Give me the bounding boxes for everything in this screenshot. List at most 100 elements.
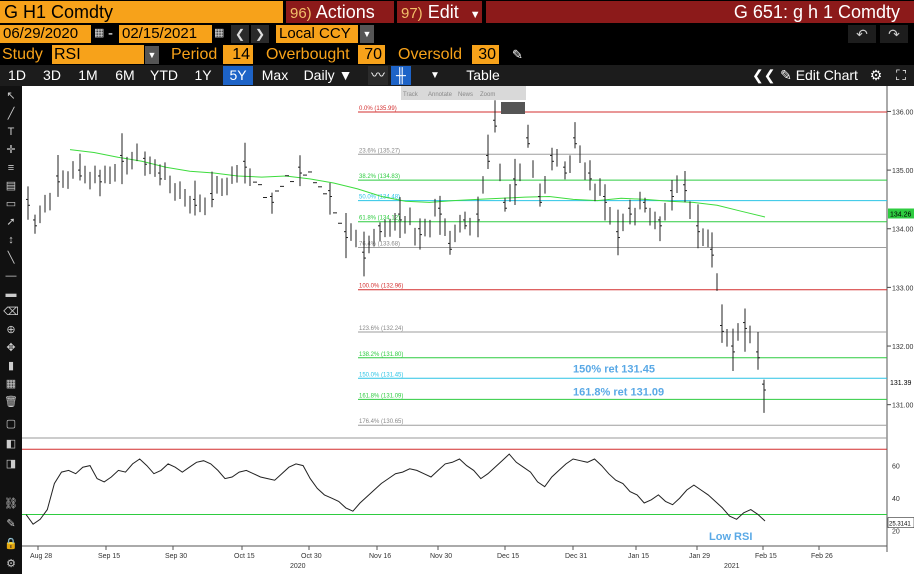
link-icon[interactable]: ⛓ — [4, 498, 18, 510]
price-axis-label: 134.00 — [892, 227, 914, 234]
delete-icon[interactable]: 🗑 — [4, 396, 18, 408]
timeframe-max[interactable]: Max — [261, 67, 289, 83]
rsi-axis-label: 20 — [892, 529, 900, 536]
chart-settings-icon[interactable]: ⚙ — [869, 67, 883, 83]
eraser-icon[interactable]: ⌫ — [3, 306, 19, 318]
year-label: 2021 — [724, 563, 740, 570]
x-axis-label: Nov 16 — [369, 553, 391, 560]
fib-level-label: 176.4% (130.65) — [359, 419, 403, 425]
line-tool-icon[interactable]: ╱ — [7, 108, 15, 120]
chart-area[interactable]: ↖ ╱ T ✛ ≡ ▤ ▭ ➚ ↕ ╲ — ▬ ⌫ ⊕ ✥ ▮ ▦ 🗑 ▢ ◧ ◨ ⛓ ✎ 🔒 ⚙ 136.00 135.00 13… — [0, 86, 914, 574]
timeframe-ytd[interactable]: YTD — [150, 67, 178, 83]
edit-dropdown-icon: ▼ — [469, 9, 481, 21]
currency-select[interactable]: Local CCY — [276, 25, 358, 43]
lock-icon[interactable]: 🔒 — [4, 538, 18, 550]
zoom-icon[interactable]: ⊕ — [6, 324, 16, 336]
layer-icon[interactable]: ◨ — [5, 458, 17, 470]
price-chart[interactable]: 136.00 135.00 134.00 133.00 132.00 131.00 0.0%… — [0, 86, 914, 574]
drawing-toolbar: ↖ ╱ T ✛ ≡ ▤ ▭ ➚ ↕ ╲ — ▬ ⌫ ⊕ ✥ ▮ ▦ 🗑 ▢ ◧ ◨ ⛓ ✎ 🔒 ⚙ — [0, 86, 22, 574]
chevron-down-icon[interactable]: ▼ — [360, 25, 374, 43]
timeframe-5y[interactable]: 5Y — [223, 66, 253, 85]
pencil-icon[interactable]: ✎ — [6, 518, 16, 530]
fib-level-label: 123.6% (132.24) — [359, 326, 403, 332]
timeframe-1d[interactable]: 1D — [8, 67, 26, 83]
overbought-input[interactable]: 70 — [358, 45, 385, 64]
pan-icon[interactable]: ✥ — [6, 342, 16, 354]
end-date-input[interactable]: 02/15/2021 — [119, 25, 212, 43]
low-rsi-annotation: Low RSI — [709, 531, 752, 543]
fib-tool-icon[interactable]: ≡ — [7, 162, 15, 174]
overbought-label: Overbought — [266, 46, 350, 63]
edit-chart-button[interactable]: ✎ Edit Chart — [780, 67, 858, 83]
table-button[interactable]: Table — [466, 67, 500, 83]
period-input[interactable]: 14 — [223, 45, 253, 64]
edit-menu[interactable]: 97) Edit ▼ — [397, 1, 482, 23]
study-select[interactable]: RSI — [52, 45, 144, 64]
x-axis-label: Dec 15 — [497, 553, 519, 560]
fib-level-label: 161.8% (131.09) — [359, 393, 403, 399]
undo-icon[interactable]: ↶ — [848, 25, 876, 43]
x-axis-label: Aug 28 — [30, 553, 52, 560]
ruler-icon[interactable]: ▬ — [5, 288, 17, 300]
pencil-icon[interactable]: ✎ — [512, 47, 523, 62]
channel-icon[interactable]: ▤ — [5, 180, 17, 192]
x-axis-label: Nov 30 — [430, 553, 452, 560]
period-label: Period — [171, 46, 218, 63]
rsi-line — [25, 453, 766, 525]
ma-badge: 134.26 — [890, 211, 912, 218]
mini-toolbar-track: Track — [403, 92, 419, 98]
chevron-down-icon[interactable]: ▼ — [430, 70, 440, 81]
settings-icon[interactable]: ⚙ — [6, 558, 16, 570]
price-axis-label: 131.00 — [892, 403, 914, 410]
measure-icon[interactable]: ↕ — [8, 234, 14, 246]
style-icon[interactable]: ▢ — [5, 418, 17, 430]
periodicity-select[interactable]: Daily ▼ — [303, 67, 353, 83]
next-period-button[interactable]: ❯ — [251, 25, 269, 43]
actions-label: Actions — [315, 2, 375, 22]
redo-icon[interactable]: ↷ — [880, 25, 908, 43]
hline-icon[interactable]: — — [5, 270, 17, 282]
fib-level-label: 150.0% (131.45) — [359, 372, 403, 378]
x-axis-label: Dec 31 — [565, 553, 587, 560]
study-bar: Study RSI ▼ Period 14 Overbought 70 Over… — [0, 44, 914, 65]
collapse-icon[interactable]: ❮❮ — [752, 67, 776, 83]
arrow-icon[interactable]: ➚ — [6, 216, 16, 228]
rsi-last-value: 25.3141 — [889, 522, 911, 528]
maximize-icon[interactable]: ⛶ — [896, 67, 906, 83]
cursor-icon[interactable]: ↖ — [6, 90, 16, 102]
actions-menu[interactable]: 96) Actions ▼ — [286, 1, 394, 45]
calendar-icon[interactable]: ▦ — [214, 27, 225, 39]
grid-icon[interactable]: ▦ — [5, 378, 17, 390]
bar-chart-icon[interactable]: ╫ — [391, 66, 411, 85]
rect-icon[interactable]: ▭ — [5, 198, 17, 210]
palette-icon[interactable]: ◧ — [5, 438, 17, 450]
reset-button-bg — [501, 102, 525, 114]
bars-icon[interactable]: ▮ — [7, 360, 15, 372]
timeframe-1m[interactable]: 1M — [78, 67, 98, 83]
mini-toolbar-annotate: Annotate — [428, 92, 453, 98]
oversold-input[interactable]: 30 — [472, 45, 499, 64]
timeframe-3d[interactable]: 3D — [43, 67, 61, 83]
calendar-icon[interactable]: ▦ — [94, 27, 105, 39]
year-label: 2020 — [290, 563, 306, 570]
fib-level-label: 138.2% (131.80) — [359, 352, 403, 358]
ticker-input[interactable]: G H1 Comdty — [0, 1, 283, 23]
window-title: G 651: g h 1 Comdty — [486, 1, 914, 23]
start-date-input[interactable]: 06/29/2020 — [0, 25, 91, 43]
chevron-down-icon[interactable]: ▼ — [145, 46, 159, 64]
mini-toolbar — [401, 86, 526, 100]
fib-level-label: 0.0% (135.99) — [359, 106, 397, 112]
x-axis-label: Oct 15 — [234, 553, 255, 560]
timeframe-1y[interactable]: 1Y — [194, 67, 212, 83]
text-tool-icon[interactable]: T — [7, 126, 15, 138]
mini-toolbar-news: News — [458, 92, 473, 98]
trend-icon[interactable]: ╲ — [7, 252, 15, 264]
timeframe-bar: 1D 3D 1M 6M YTD 1Y 5Y Max Daily ▼ 〰 ╫ ▼ Table ❮… — [0, 65, 914, 86]
study-label: Study — [2, 46, 43, 63]
x-axis-label: Feb 15 — [755, 553, 777, 560]
x-axis-label: Jan 15 — [628, 553, 649, 560]
line-chart-icon[interactable]: 〰 — [368, 66, 388, 85]
prev-period-button[interactable]: ❮ — [231, 25, 249, 43]
crosshair-icon[interactable]: ✛ — [6, 144, 16, 156]
timeframe-6m[interactable]: 6M — [115, 67, 135, 83]
